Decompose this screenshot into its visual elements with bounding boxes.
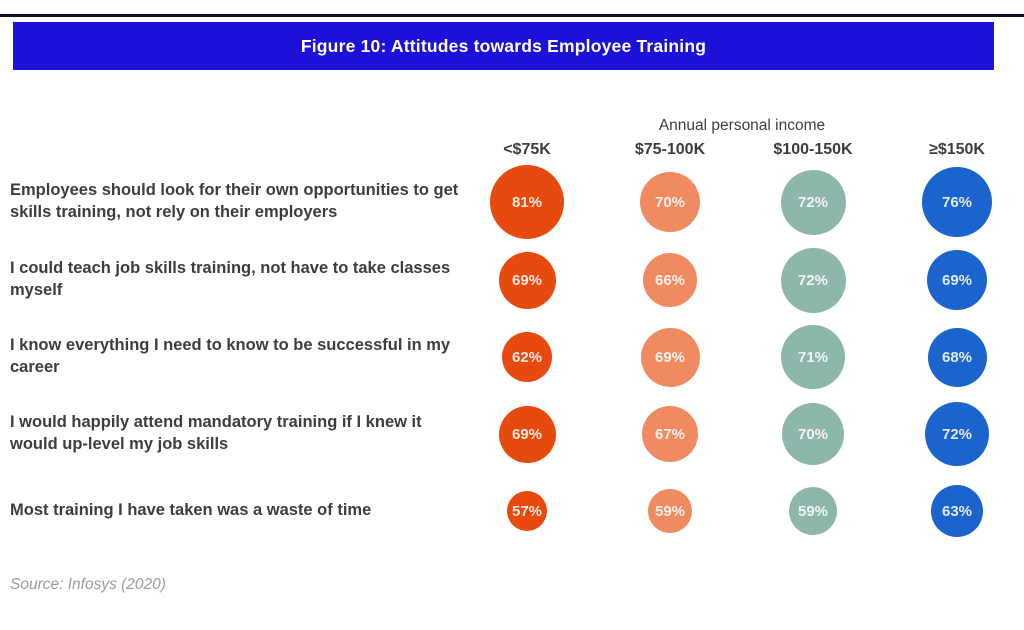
- bubble-value: 66%: [654, 271, 686, 289]
- statement-row-1: Employees should look for their own oppo…: [10, 181, 459, 221]
- bubble-row5-col2: 59%: [648, 489, 692, 533]
- bubble-row4-col4: 72%: [925, 402, 989, 466]
- bubble-value: 59%: [654, 502, 686, 520]
- statement-row-2: I could teach job skills training, not h…: [10, 259, 451, 299]
- bubble-value: 71%: [797, 348, 829, 366]
- bubble-row2-col3: 72%: [780, 247, 846, 313]
- bubble-row4-col1: 69%: [498, 405, 556, 463]
- bubble-value: 81%: [511, 193, 543, 211]
- bubble-row2-col2: 66%: [643, 253, 697, 307]
- bubble-value: 68%: [941, 348, 973, 366]
- bubble-row1-col1: 81%: [490, 165, 564, 239]
- bubble-value: 72%: [797, 271, 829, 289]
- bubble-value: 59%: [797, 502, 829, 520]
- bubble-row5-col4: 63%: [931, 485, 983, 537]
- bubble-value: 70%: [654, 193, 686, 211]
- statement-row-3: I know everything I need to know to be s…: [10, 336, 451, 376]
- column-header-100-150k: $100-150K: [773, 141, 853, 158]
- bubble-value: 69%: [511, 425, 543, 443]
- bubble-row1-col4: 76%: [922, 167, 992, 237]
- bubble-value: 69%: [654, 348, 686, 366]
- bubble-row4-col2: 67%: [642, 406, 698, 462]
- bubble-value: 72%: [941, 425, 973, 443]
- bubble-value: 62%: [511, 348, 543, 366]
- bubble-row3-col3: 71%: [781, 325, 845, 389]
- bubble-value: 57%: [511, 502, 543, 520]
- bubble-value: 70%: [797, 425, 829, 443]
- bubble-row5-col3: 59%: [789, 487, 837, 535]
- bubble-row3-col4: 68%: [927, 327, 987, 387]
- figure-title: Figure 10: Attitudes towards Employee Tr…: [300, 35, 707, 56]
- column-header-150k-plus: ≥$150K: [929, 141, 985, 158]
- bubble-value: 76%: [941, 193, 973, 211]
- bubble-row3-col2: 69%: [640, 327, 700, 387]
- bubble-value: 63%: [941, 502, 973, 520]
- statement-row-4: I would happily attend mandatory trainin…: [10, 413, 422, 453]
- top-divider: [0, 14, 1024, 17]
- bubble-value: 69%: [511, 271, 543, 289]
- statement-row-5: Most training I have taken was a waste o…: [10, 501, 372, 520]
- income-group-label: Annual personal income: [658, 117, 826, 134]
- bubble-value: 72%: [797, 193, 829, 211]
- bubble-value: 69%: [941, 271, 973, 289]
- bubble-row5-col1: 57%: [507, 491, 547, 531]
- bubble-row2-col4: 69%: [927, 250, 987, 310]
- source-note: Source: Infosys (2020): [10, 576, 166, 593]
- bubble-row3-col1: 62%: [502, 332, 552, 382]
- figure-title-bar: Figure 10: Attitudes towards Employee Tr…: [13, 22, 994, 70]
- bubble-row1-col2: 70%: [640, 172, 700, 232]
- bubble-row1-col3: 72%: [780, 169, 846, 235]
- bubble-row4-col3: 70%: [782, 403, 844, 465]
- bubble-value: 67%: [654, 425, 686, 443]
- column-header-75-100k: $75-100K: [634, 141, 706, 158]
- column-header-under-75k: <$75K: [503, 141, 551, 158]
- bubble-row2-col1: 69%: [498, 251, 556, 309]
